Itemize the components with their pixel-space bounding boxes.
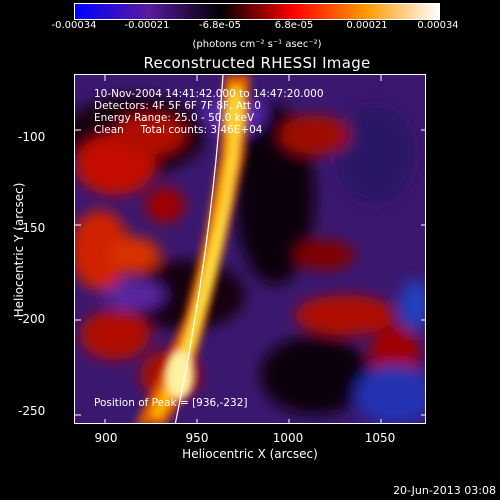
colorbar-gradient — [75, 4, 439, 19]
image-title: Reconstructed RHESSI Image — [143, 54, 371, 72]
colorbar-unit: (photons cm⁻² s⁻¹ asec⁻²) — [192, 39, 322, 50]
colorbar-tick-label: 0.00021 — [346, 20, 388, 31]
info-peak-position: Position of Peak = [936,-232] — [94, 397, 248, 409]
y-tick-label: -100 — [18, 130, 46, 144]
colorbar — [74, 3, 440, 20]
y-tick-label: -150 — [18, 221, 46, 235]
y-axis-label: Heliocentric Y (arcsec) — [12, 182, 26, 318]
rhessi-image — [75, 75, 425, 423]
y-tick-label: -250 — [18, 404, 46, 418]
colorbar-tick-label: 6.8e-05 — [274, 20, 314, 31]
colorbar-tick-label: -0.00021 — [124, 20, 170, 31]
info-counts: Clean Total counts: 3.46E+04 — [94, 124, 263, 136]
colorbar-tick-label: -6.8e-05 — [199, 20, 241, 31]
y-tick-label: -200 — [18, 312, 46, 326]
info-detectors: Detectors: 4F 5F 6F 7F 8F, Att 0 — [94, 100, 261, 112]
image-plot — [74, 74, 426, 424]
info-time-range: 10-Nov-2004 14:41:42.000 to 14:47:20.000 — [94, 88, 324, 100]
x-tick-label: 1050 — [364, 431, 396, 445]
info-energy-range: Energy Range: 25.0 - 50.0 keV — [94, 112, 255, 124]
x-tick-label: 1000 — [272, 431, 304, 445]
x-axis-label: Heliocentric X (arcsec) — [182, 447, 318, 461]
timestamp-footer: 20-Jun-2013 03:08 — [393, 484, 496, 497]
solar-limb-line — [174, 75, 224, 423]
colorbar-tick-label: 0.00034 — [417, 20, 459, 31]
x-tick-label: 950 — [185, 431, 209, 445]
x-tick-label: 900 — [94, 431, 118, 445]
colorbar-tick-label: -0.00034 — [51, 20, 97, 31]
